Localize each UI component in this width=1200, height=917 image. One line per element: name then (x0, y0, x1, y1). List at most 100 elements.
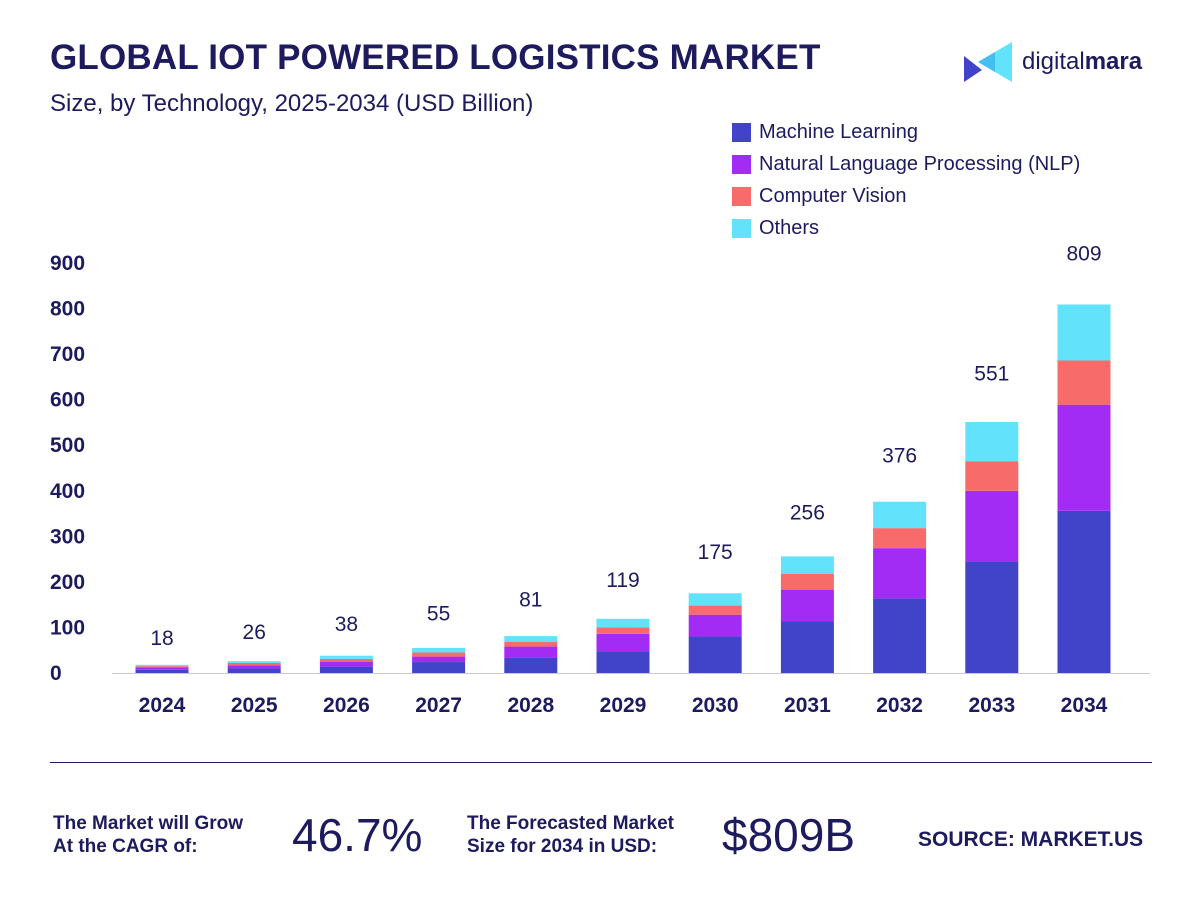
bar-segment (319, 666, 373, 673)
legend-item-nlp: Natural Language Processing (NLP) (732, 148, 1080, 180)
y-tick-label: 400 (50, 480, 85, 503)
bar-segment (504, 657, 558, 673)
bar-segment (873, 528, 927, 549)
legend-label: Computer Vision (759, 184, 907, 207)
bar-segment (319, 658, 373, 662)
bar-segment (596, 651, 650, 673)
bar-segment (412, 662, 466, 673)
bar-segment (135, 664, 189, 667)
y-tick-label: 900 (50, 252, 85, 275)
bar-segment (965, 421, 1019, 462)
legend-swatch (732, 218, 751, 238)
logo-wordmark: digitalmara (1022, 48, 1143, 75)
y-tick-label: 600 (50, 389, 85, 412)
stacked-bar-chart: 0 100 200 300 400 500 600 700 800 900 18 2024 26 2025… (50, 242, 1150, 717)
cagr-label-line1: The Market will Grow (53, 813, 244, 834)
bar-segment (504, 642, 558, 647)
x-tick-label: 2031 (784, 694, 831, 717)
x-tick-label: 2032 (876, 694, 923, 717)
brand-logo: digitalmara (962, 40, 1162, 84)
y-tick-label: 800 (50, 298, 85, 321)
forecast-label-line1: The Forecasted Market (467, 813, 674, 834)
bar-segment (319, 661, 373, 667)
bar-segment (688, 593, 742, 606)
x-tick-label: 2028 (507, 694, 554, 717)
x-tick-label: 2025 (231, 694, 278, 717)
legend-label: Others (759, 216, 820, 239)
legend-item-machine-learning: Machine Learning (732, 116, 1080, 148)
bar-segment (873, 548, 927, 599)
bar-segment (596, 618, 650, 628)
bar-segment (688, 636, 742, 673)
bar-total-label: 376 (882, 445, 917, 468)
bar-segment (1057, 304, 1111, 361)
bar-segment (780, 589, 834, 622)
bar-segment (965, 561, 1019, 673)
bar-segment (412, 647, 466, 653)
legend-label: Machine Learning (759, 120, 918, 143)
bar-total-label: 119 (606, 569, 639, 592)
chart-title: GLOBAL IOT POWERED LOGISTICS MARKET (50, 38, 821, 77)
cagr-value: 46.7% (292, 809, 423, 861)
bar-segment (780, 556, 834, 574)
bar-segment (965, 490, 1019, 562)
bar-segment (688, 605, 742, 615)
bar-segment (596, 633, 650, 652)
bar-total-label: 809 (1066, 242, 1101, 265)
legend-swatch (732, 154, 751, 174)
forecast-label-line2: Size for 2034 in USD: (467, 836, 658, 857)
x-tick-label: 2026 (323, 694, 370, 717)
y-tick-label: 300 (50, 525, 85, 548)
bar-segment (135, 666, 189, 668)
cagr-label-line2: At the CAGR of: (53, 836, 198, 857)
bar-segment (873, 598, 927, 673)
bar-total-label: 55 (427, 603, 450, 626)
bar-segment (1057, 510, 1111, 673)
x-tick-label: 2027 (415, 694, 462, 717)
source-label: SOURCE: MARKET.US (918, 828, 1144, 851)
x-tick-label: 2034 (1061, 694, 1108, 717)
bar-segment (227, 665, 281, 669)
bar-total-label: 81 (519, 589, 542, 612)
bar-segment (873, 501, 927, 529)
bar-segment (504, 646, 558, 658)
play-triangle-icon (964, 42, 1012, 82)
bar-segment (227, 662, 281, 666)
legend-label: Natural Language Processing (NLP) (759, 152, 1081, 175)
x-tick-label: 2030 (692, 694, 739, 717)
legend-swatch (732, 186, 751, 206)
bar-segment (227, 661, 281, 663)
bar-segment (227, 668, 281, 673)
bar-total-label: 26 (243, 621, 266, 644)
y-tick-label: 700 (50, 343, 85, 366)
chart-legend: Machine Learning Natural Language Proces… (732, 116, 1080, 244)
y-tick-label: 200 (50, 571, 85, 594)
bar-segment (504, 636, 558, 643)
bar-total-label: 38 (335, 613, 358, 636)
bar-total-label: 256 (790, 502, 825, 525)
y-tick-label: 100 (50, 616, 85, 639)
bar-total-label: 175 (698, 541, 733, 564)
forecast-label: The Forecasted Market Size for 2034 in U… (467, 812, 674, 858)
forecast-value: $809B (722, 809, 856, 861)
legend-item-others: Others (732, 212, 1080, 244)
bar-segment (319, 655, 373, 659)
bar-segment (780, 573, 834, 590)
legend-item-computer-vision: Computer Vision (732, 180, 1080, 212)
chart-subtitle: Size, by Technology, 2025-2034 (USD Bill… (50, 90, 534, 117)
x-tick-label: 2029 (600, 694, 647, 717)
y-tick-label: 0 (50, 662, 62, 685)
footer-divider (50, 762, 1152, 763)
x-tick-label: 2024 (139, 694, 186, 717)
bar-segment (135, 667, 189, 670)
bar-segment (1057, 360, 1111, 405)
bar-segment (412, 656, 466, 663)
bar-segment (135, 669, 189, 673)
y-tick-label: 500 (50, 434, 85, 457)
bar-segment (688, 614, 742, 637)
legend-swatch (732, 122, 751, 142)
bar-segment (596, 627, 650, 634)
bar-segment (412, 652, 466, 657)
bar-total-label: 551 (974, 362, 1009, 385)
bar-segment (780, 621, 834, 673)
